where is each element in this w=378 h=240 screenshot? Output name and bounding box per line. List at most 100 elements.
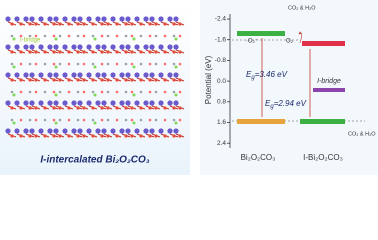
oxygen-atom [148,106,152,110]
vb-bi2o2co3 [237,119,285,124]
oxygen-atom [52,78,56,82]
carbonate-atom [58,90,62,94]
iodine-atom [93,121,97,125]
carbonate-atom [163,118,167,122]
iodine-atom [132,37,136,41]
oxygen-atom [178,106,182,110]
oxygen-atom [124,22,128,26]
carbonate-atom [178,118,182,122]
oxygen-atom [154,106,158,110]
oxygen-atom [34,134,38,138]
carbonate-atom [19,62,23,66]
oxygen-atom [76,50,80,54]
axis-label: Potential (eV) [204,55,213,104]
bismuth-atom [29,128,35,134]
carbonate-atom [52,90,56,94]
bismuth-atom [134,128,140,134]
oxygen-atom [67,22,71,26]
carbonate-atom [91,62,95,66]
carbonate-atom [124,34,128,38]
oxygen-atom [43,78,47,82]
oxygen-atom [106,78,110,82]
bismuth-atom [71,44,77,50]
oxygen-atom [82,50,86,54]
bismuth-atom [47,44,53,50]
oxygen-atom [52,134,56,138]
bismuth-atom [119,72,125,78]
bismuth-atom [143,44,149,50]
bismuth-atom [77,44,83,50]
carbonate-atom [67,90,71,94]
oxygen-atom [34,106,38,110]
oxygen-atom [124,78,128,82]
oxygen-atom [19,106,23,110]
oxygen-atom [34,78,38,82]
oxygen-atom [139,78,143,82]
oxygen-atom [52,22,56,26]
crystal-structure [5,16,185,138]
bismuth-atom [167,72,173,78]
oxygen-atom [91,22,95,26]
iodine-atom [93,65,97,69]
bismuth-atom [158,72,164,78]
bismuth-atom [5,16,11,22]
oxygen-atom [154,50,158,54]
carbonate-atom [91,90,95,94]
bismuth-atom [71,128,77,134]
carbonate-atom [115,34,119,38]
carbonate-atom [10,62,14,66]
carbonate-atom [67,118,71,122]
oxygen-atom [130,22,134,26]
carbonate-atom [124,118,128,122]
carbonate-atom [19,118,23,122]
iodine-atom [93,37,97,41]
oxygen-atom [100,50,104,54]
oxygen-atom [154,134,158,138]
carbonate-atom [28,118,32,122]
oxygen-atom [19,22,23,26]
bismuth-atom [53,44,59,50]
bismuth-atom [23,16,29,22]
carbonate-atom [76,34,80,38]
carbonate-atom [139,34,143,38]
bismuth-atom [173,72,179,78]
carbonate-atom [82,90,86,94]
bismuth-atom [29,16,35,22]
oxygen-atom [58,50,62,54]
iodine-atom [174,37,178,41]
carbonate-atom [58,62,62,66]
iodine-atom [54,65,58,69]
oxygen-atom [91,134,95,138]
oxygen-atom [91,106,95,110]
sample-label-2: I-Bi₂O₂CO₃ [303,153,343,162]
oxygen-atom [67,50,71,54]
bismuth-atom [14,44,20,50]
tick-label: 0.0 [217,78,226,85]
carbonate-atom [43,62,47,66]
oxygen-atom [178,134,182,138]
bismuth-atom [62,44,68,50]
superoxide-label: ·O₂⁻ [246,39,258,45]
oxygen-atom [139,22,143,26]
bismuth-atom [29,100,35,106]
bismuth-atom [77,16,83,22]
bismuth-atom [14,16,20,22]
bismuth-atom [86,72,92,78]
carbonate-atom [52,62,56,66]
oxygen-atom [100,78,104,82]
carbonate-atom [139,90,143,94]
oxygen-atom [172,106,176,110]
carbonate-atom [139,62,143,66]
reaction-arrow [298,31,303,44]
carbonate-atom [34,90,38,94]
carbonate-atom [178,90,182,94]
carbonate-atom [43,118,47,122]
carbonate-atom [34,62,38,66]
bismuth-atom [167,100,173,106]
bismuth-atom [143,128,149,134]
carbonate-atom [163,34,167,38]
oxygen-atom [58,106,62,110]
oxygen-atom [28,134,32,138]
oxygen-atom [43,134,47,138]
oxygen-atom [10,106,14,110]
